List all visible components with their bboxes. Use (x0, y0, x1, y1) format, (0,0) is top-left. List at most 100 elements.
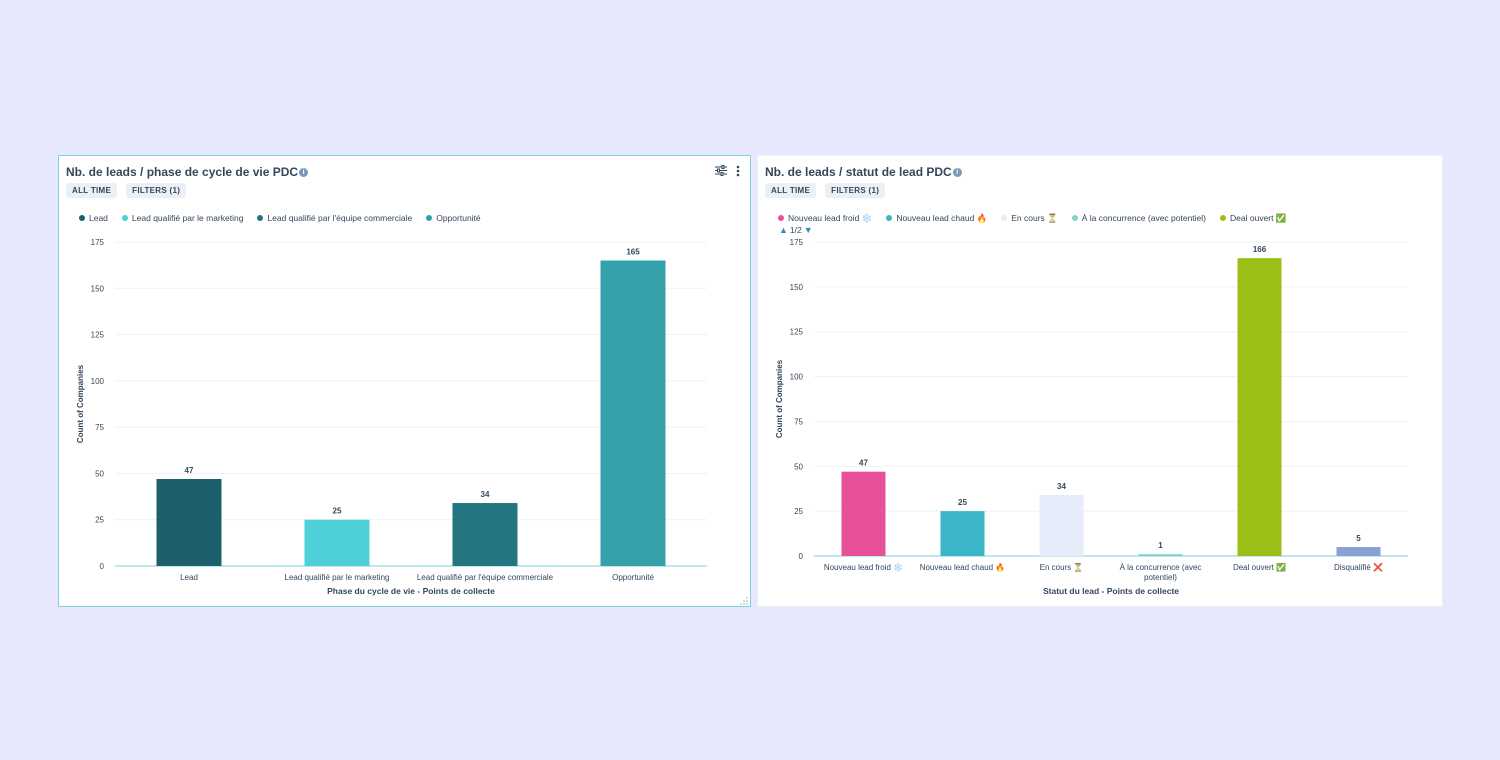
legend-dot (121, 215, 128, 221)
y-axis-title: Count of Companies (775, 359, 784, 438)
x-tick-label: À la concurrence (avec (1120, 563, 1202, 572)
x-tick-label: Lead qualifié par l'équipe commerciale (417, 573, 554, 582)
legend-item-en-cours[interactable]: En cours ⏳ (1001, 212, 1058, 224)
y-tick-label: 125 (790, 328, 804, 337)
legend-label: Deal ouvert ✅ (1230, 212, 1287, 223)
bar (1138, 554, 1183, 556)
chart-card-lead-status: Nb. de leads / statut de lead PDC i ALL … (757, 155, 1443, 607)
bar (841, 471, 886, 556)
filter-pills: ALL TIME FILTERS (1) (765, 183, 886, 198)
bar (452, 503, 518, 566)
y-tick-label: 0 (799, 552, 804, 561)
x-axis-title: Statut du lead - Points de collecte (1043, 586, 1179, 596)
y-tick-label: 25 (794, 507, 803, 516)
y-tick-label: 0 (100, 562, 105, 571)
bar (1039, 494, 1084, 556)
pager-prev-icon[interactable]: ▲ (779, 225, 788, 235)
legend-item-mql[interactable]: Lead qualifié par le marketing (121, 212, 243, 224)
date-range-pill[interactable]: ALL TIME (765, 183, 817, 198)
bar-value-label: 47 (859, 459, 868, 468)
bar (156, 478, 222, 566)
legend-dot (1220, 215, 1227, 221)
bar-value-label: 1 (1158, 541, 1163, 550)
y-tick-label: 150 (91, 284, 105, 293)
y-tick-label: 150 (790, 283, 804, 292)
chart-card-lifecycle: Nb. de leads / phase de cycle de vie PDC… (58, 155, 751, 607)
bar (1237, 258, 1282, 556)
legend-dot (257, 215, 264, 221)
x-axis-title: Phase du cycle de vie - Points de collec… (327, 586, 495, 596)
x-tick-label: Opportunité (612, 573, 654, 582)
legend-label: Lead (89, 213, 108, 223)
y-tick-label: 100 (91, 377, 105, 386)
x-tick-label: Nouveau lead froid ❄️ (824, 562, 903, 572)
chart-title[interactable]: Nb. de leads / phase de cycle de vie PDC… (66, 165, 309, 179)
resize-grip-icon[interactable] (740, 597, 748, 605)
x-tick-label: Disqualifié ❌ (1334, 562, 1383, 572)
settings-sliders-icon[interactable] (715, 165, 727, 176)
y-tick-label: 125 (91, 331, 105, 340)
chart-title-text[interactable]: Nb. de leads / statut de lead PDC (765, 165, 952, 179)
y-tick-label: 75 (95, 423, 104, 432)
date-range-pill[interactable]: ALL TIME (66, 183, 118, 198)
bar-value-label: 34 (1057, 482, 1066, 491)
bar-value-label: 166 (1253, 245, 1267, 254)
more-vertical-icon[interactable] (736, 165, 740, 177)
legend-dot (1001, 215, 1008, 221)
y-axis-title: Count of Companies (76, 364, 85, 443)
legend-item-lead[interactable]: Lead (79, 212, 108, 224)
bar-value-label: 25 (958, 498, 967, 507)
bar-value-label: 34 (481, 490, 490, 499)
info-icon[interactable]: i (952, 167, 962, 177)
legend-dot (79, 215, 85, 221)
filter-pills: ALL TIME FILTERS (1) (66, 183, 187, 198)
y-tick-label: 175 (91, 238, 105, 247)
legend-label: Opportunité (436, 213, 481, 223)
y-tick-label: 50 (95, 469, 104, 478)
legend-item-concurrence[interactable]: À la concurrence (avec potentiel) (1071, 212, 1207, 224)
y-tick-label: 175 (790, 238, 804, 247)
chart-title[interactable]: Nb. de leads / statut de lead PDC i (765, 165, 962, 179)
bar (940, 511, 985, 556)
info-icon[interactable]: i (299, 167, 309, 177)
pager-next-icon[interactable]: ▼ (803, 225, 813, 235)
legend-label: Nouveau lead froid ❄️ (788, 212, 873, 223)
legend-label: Lead qualifié par l'équipe commerciale (267, 213, 413, 223)
bar-chart-lifecycle: 0 25 50 75 100 125 150 175 Count of Companies 47 L… (76, 238, 707, 596)
bar-value-label: 25 (333, 507, 342, 516)
legend-item-nouveau-lead-froid[interactable]: Nouveau lead froid ❄️ (778, 212, 872, 224)
x-tick-label: Deal ouvert ✅ (1233, 562, 1286, 572)
x-tick-label: En cours ⏳ (1040, 562, 1084, 572)
legend-dot (778, 215, 784, 221)
legend-item-nouveau-lead-chaud[interactable]: Nouveau lead chaud 🔥 (886, 212, 987, 224)
legend-item-opportunite[interactable]: Opportunité (426, 212, 481, 224)
legend-label: Nouveau lead chaud 🔥 (896, 212, 988, 223)
pager-label: 1/2 (789, 225, 802, 235)
chart-legend: Lead Lead qualifié par le marketing Lead… (79, 212, 481, 224)
legend-dot (886, 215, 893, 221)
legend-dot (426, 215, 433, 221)
chart-legend: Nouveau lead froid ❄️ Nouveau lead chaud… (778, 212, 1286, 224)
x-tick-label: potentiel) (1144, 573, 1177, 582)
bar (600, 260, 666, 566)
bar-value-label: 5 (1356, 534, 1361, 543)
legend-label: En cours ⏳ (1011, 212, 1058, 223)
filters-pill[interactable]: FILTERS (1) (825, 183, 886, 198)
bar (1336, 547, 1381, 556)
y-tick-label: 25 (95, 516, 104, 525)
y-tick-label: 75 (794, 417, 803, 426)
legend-item-sql[interactable]: Lead qualifié par l'équipe commerciale (257, 212, 412, 224)
legend-dot (1071, 215, 1078, 221)
y-tick-label: 50 (794, 462, 803, 471)
x-tick-label: Lead qualifié par le marketing (285, 573, 390, 582)
chart-title-text[interactable]: Nb. de leads / phase de cycle de vie PDC (66, 165, 299, 179)
bar (304, 519, 370, 566)
bar-value-label: 165 (626, 248, 640, 257)
card-toolbar (715, 165, 740, 177)
legend-pager: ▲ 1/2 ▼ (779, 225, 813, 235)
filters-pill[interactable]: FILTERS (1) (126, 183, 187, 198)
legend-item-deal-ouvert[interactable]: Deal ouvert ✅ (1220, 212, 1286, 224)
legend-label: À la concurrence (avec potentiel) (1081, 213, 1207, 223)
bar-value-label: 47 (185, 466, 194, 475)
